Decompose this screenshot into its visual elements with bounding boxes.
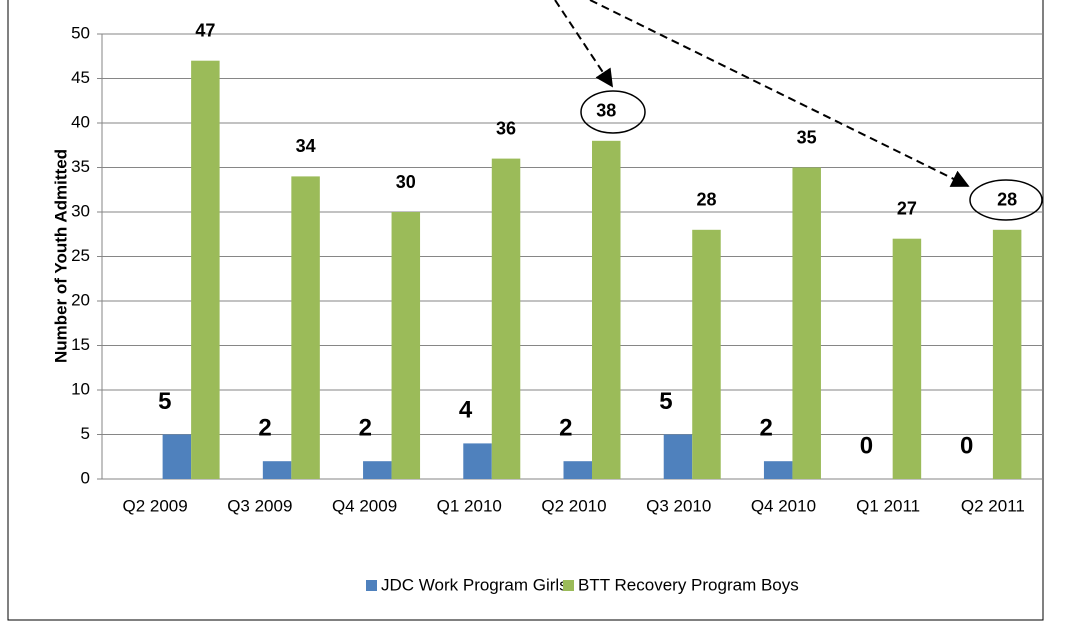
legend-swatch [563,580,574,591]
bar [391,212,421,479]
bar [792,167,821,479]
y-tick-label: 15 [71,335,90,354]
x-tick-label: Q2 2009 [122,496,187,515]
data-label: 30 [396,172,416,192]
x-tick-label: Q2 2011 [961,496,1025,515]
arrow [554,0,613,88]
x-tick-label: Q4 2009 [332,496,397,515]
data-label: 47 [195,20,215,40]
x-tick-label: Q3 2010 [646,496,711,515]
data-label: 34 [296,136,316,156]
y-tick-label: 5 [81,424,90,443]
bar [262,461,292,479]
legend-label: BTT Recovery Program Boys [578,575,799,594]
bar [563,461,592,479]
x-tick-label: Q2 2010 [541,496,606,515]
data-label: 2 [258,415,271,442]
y-tick-label: 30 [71,201,90,220]
data-label: 5 [659,388,672,415]
annotations [554,0,1043,221]
bar [363,461,392,479]
bar [663,434,693,479]
data-label: 2 [359,415,372,442]
y-tick-label: 35 [71,157,90,176]
y-tick-label: 10 [71,379,90,398]
legend-swatch [366,580,377,591]
x-tick-label: Q1 2011 [856,496,920,515]
highlight-circle [580,90,646,134]
data-label: 28 [696,190,716,210]
data-label: 0 [960,432,973,459]
highlight-circle [969,179,1043,221]
arrow [589,0,970,187]
y-tick-label: 50 [71,23,90,42]
x-tick-label: Q3 2009 [227,496,292,515]
data-label: 2 [559,415,572,442]
bar [992,229,1022,479]
x-tick-label: Q1 2010 [437,496,502,515]
data-label: 0 [860,432,873,459]
x-tick-label: Q4 2010 [751,496,816,515]
data-label: 27 [897,198,917,218]
data-label: 28 [997,190,1017,210]
bar [692,229,721,479]
bar [291,176,320,479]
bar [892,238,922,479]
y-tick-label: 20 [71,290,90,309]
frame [7,0,1044,621]
y-tick-label: 0 [81,468,90,487]
data-label: 35 [797,127,817,147]
bar [491,158,521,479]
data-label: 36 [496,118,516,138]
data-label: 2 [760,415,773,442]
y-tick-label: 25 [71,246,90,265]
bar [592,140,621,480]
bar [463,443,492,479]
y-axis-title: Number of Youth Admitted [51,149,70,363]
data-label: 38 [596,101,616,121]
bar [763,461,793,479]
data-label: 4 [459,397,473,424]
legend-label: JDC Work Program Girls [381,575,568,594]
bar [191,60,220,479]
y-tick-label: 40 [71,112,90,131]
y-tick-label: 45 [71,68,90,87]
bar [162,434,192,479]
data-label: 5 [158,388,171,415]
